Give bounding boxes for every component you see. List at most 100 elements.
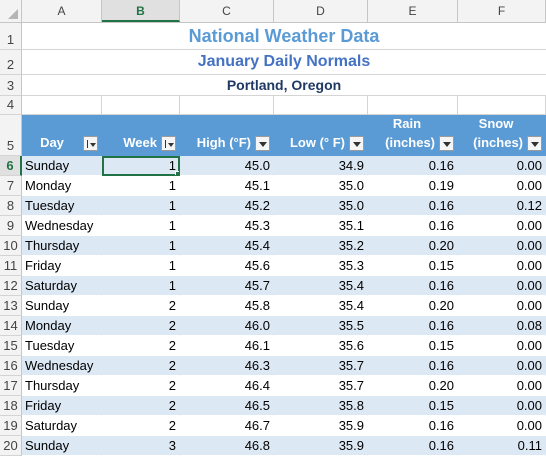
- column-header-a[interactable]: A: [22, 0, 102, 22]
- cell-rain[interactable]: 0.16: [368, 436, 458, 456]
- header-day[interactable]: Day: [22, 115, 102, 156]
- cell-day[interactable]: Monday: [22, 316, 102, 336]
- cell-day[interactable]: Monday: [22, 176, 102, 196]
- cell-snow[interactable]: 0.11: [458, 436, 546, 456]
- cell-rain[interactable]: 0.16: [368, 196, 458, 216]
- row-header[interactable]: 16: [0, 356, 22, 376]
- cell-rain[interactable]: 0.20: [368, 376, 458, 396]
- cell-snow[interactable]: 0.00: [458, 276, 546, 296]
- cell-rain[interactable]: 0.15: [368, 256, 458, 276]
- cell-low[interactable]: 35.7: [274, 376, 368, 396]
- cell-week[interactable]: 1: [102, 216, 180, 236]
- header-snow[interactable]: Snow (inches): [458, 115, 546, 156]
- row-header[interactable]: 3: [0, 75, 22, 96]
- low-filter-button[interactable]: [349, 136, 364, 151]
- cell-low[interactable]: 35.5: [274, 316, 368, 336]
- cell-day[interactable]: Wednesday: [22, 216, 102, 236]
- cell-week[interactable]: 1: [102, 256, 180, 276]
- row-header[interactable]: 20: [0, 436, 22, 456]
- cell-week[interactable]: 2: [102, 376, 180, 396]
- cell-week[interactable]: 1: [102, 236, 180, 256]
- cell-low[interactable]: 35.2: [274, 236, 368, 256]
- row-header[interactable]: 11: [0, 256, 22, 276]
- column-header-d[interactable]: D: [274, 0, 368, 22]
- cell-high[interactable]: 45.6: [180, 256, 274, 276]
- snow-filter-button[interactable]: [527, 136, 542, 151]
- cell-low[interactable]: 35.6: [274, 336, 368, 356]
- cell-snow[interactable]: 0.00: [458, 376, 546, 396]
- row-header[interactable]: 9: [0, 216, 22, 236]
- empty-cell[interactable]: [22, 96, 102, 115]
- subtitle-cell[interactable]: January Daily Normals: [22, 50, 546, 75]
- cell-snow[interactable]: 0.00: [458, 356, 546, 376]
- cell-day[interactable]: Sunday: [22, 156, 102, 176]
- cell-low[interactable]: 35.4: [274, 276, 368, 296]
- row-header[interactable]: 18: [0, 396, 22, 416]
- column-header-b[interactable]: B: [102, 0, 180, 22]
- cell-snow[interactable]: 0.08: [458, 316, 546, 336]
- cell-rain[interactable]: 0.20: [368, 296, 458, 316]
- cell-rain[interactable]: 0.15: [368, 396, 458, 416]
- empty-cell[interactable]: [274, 96, 368, 115]
- cell-low[interactable]: 35.3: [274, 256, 368, 276]
- header-rain[interactable]: Rain (inches): [368, 115, 458, 156]
- cell-rain[interactable]: 0.15: [368, 336, 458, 356]
- cell-rain[interactable]: 0.16: [368, 356, 458, 376]
- row-header[interactable]: 7: [0, 176, 22, 196]
- row-header[interactable]: 15: [0, 336, 22, 356]
- cell-low[interactable]: 34.9: [274, 156, 368, 176]
- cell-rain[interactable]: 0.16: [368, 216, 458, 236]
- cell-week[interactable]: 2: [102, 416, 180, 436]
- cell-day[interactable]: Sunday: [22, 296, 102, 316]
- row-header[interactable]: 10: [0, 236, 22, 256]
- cell-low[interactable]: 35.1: [274, 216, 368, 236]
- cell-high[interactable]: 46.8: [180, 436, 274, 456]
- cell-rain[interactable]: 0.16: [368, 316, 458, 336]
- cell-high[interactable]: 46.5: [180, 396, 274, 416]
- row-header-active[interactable]: 6: [0, 156, 22, 176]
- cell-high[interactable]: 45.0: [180, 156, 274, 176]
- cell-day[interactable]: Saturday: [22, 416, 102, 436]
- rain-filter-button[interactable]: [439, 136, 454, 151]
- header-week[interactable]: Week: [102, 115, 180, 156]
- cell-day[interactable]: Friday: [22, 256, 102, 276]
- cell-snow[interactable]: 0.00: [458, 236, 546, 256]
- cell-week[interactable]: 1: [102, 276, 180, 296]
- cell-day[interactable]: Tuesday: [22, 336, 102, 356]
- row-header[interactable]: 13: [0, 296, 22, 316]
- cell-high[interactable]: 46.0: [180, 316, 274, 336]
- cell-day[interactable]: Thursday: [22, 236, 102, 256]
- empty-cell[interactable]: [102, 96, 180, 115]
- cell-day[interactable]: Wednesday: [22, 356, 102, 376]
- selected-cell[interactable]: 1: [102, 156, 180, 176]
- cell-snow[interactable]: 0.00: [458, 416, 546, 436]
- column-header-c[interactable]: C: [180, 0, 274, 22]
- cell-day[interactable]: Tuesday: [22, 196, 102, 216]
- cell-week[interactable]: 3: [102, 436, 180, 456]
- column-header-f[interactable]: F: [458, 0, 546, 22]
- cell-high[interactable]: 45.2: [180, 196, 274, 216]
- cell-rain[interactable]: 0.16: [368, 156, 458, 176]
- cell-low[interactable]: 35.0: [274, 176, 368, 196]
- cell-day[interactable]: Sunday: [22, 436, 102, 456]
- cell-snow[interactable]: 0.00: [458, 256, 546, 276]
- cell-high[interactable]: 46.7: [180, 416, 274, 436]
- cell-high[interactable]: 46.3: [180, 356, 274, 376]
- row-header[interactable]: 14: [0, 316, 22, 336]
- cell-day[interactable]: Saturday: [22, 276, 102, 296]
- title-cell[interactable]: National Weather Data: [22, 23, 546, 50]
- cell-low[interactable]: 35.8: [274, 396, 368, 416]
- cell-day[interactable]: Thursday: [22, 376, 102, 396]
- row-header[interactable]: 17: [0, 376, 22, 396]
- header-high[interactable]: High (°F): [180, 115, 274, 156]
- cell-snow[interactable]: 0.00: [458, 296, 546, 316]
- cell-snow[interactable]: 0.00: [458, 336, 546, 356]
- cell-snow[interactable]: 0.12: [458, 196, 546, 216]
- cell-day[interactable]: Friday: [22, 396, 102, 416]
- row-header[interactable]: 4: [0, 96, 22, 115]
- cell-week[interactable]: 1: [102, 196, 180, 216]
- row-header[interactable]: 12: [0, 276, 22, 296]
- empty-cell[interactable]: [368, 96, 458, 115]
- day-filter-button[interactable]: [83, 136, 98, 151]
- cell-rain[interactable]: 0.16: [368, 276, 458, 296]
